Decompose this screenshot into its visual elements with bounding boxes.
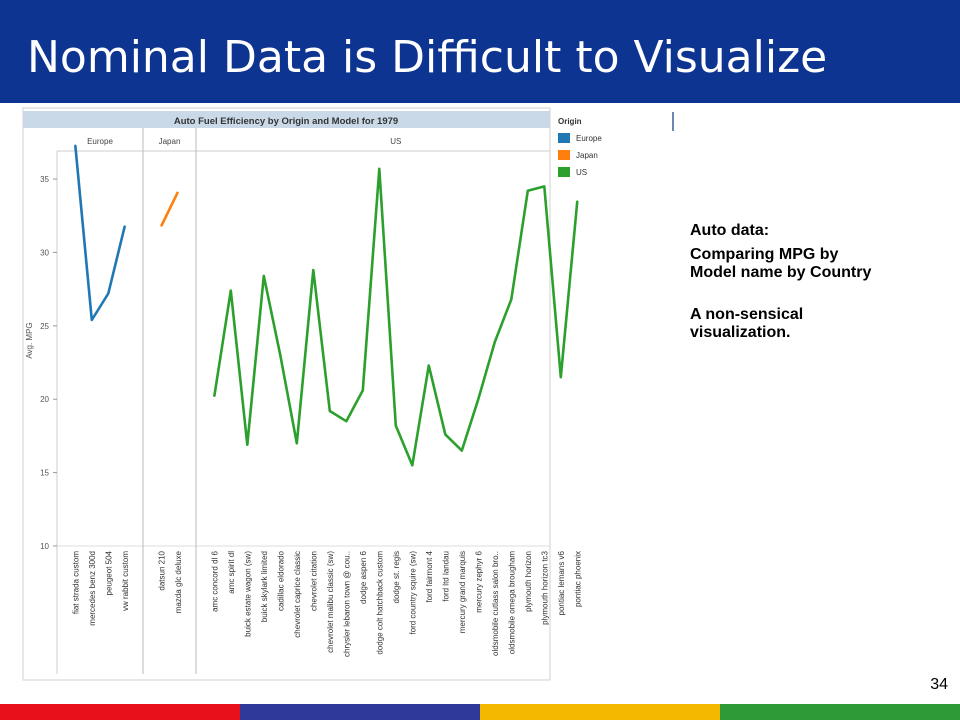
- data-point: [295, 442, 298, 445]
- data-point: [90, 319, 93, 321]
- data-point: [123, 225, 126, 227]
- data-point: [543, 185, 546, 188]
- x-tick-label: fiat strada custom: [71, 551, 80, 614]
- panel-header-europe: Europe: [87, 137, 113, 146]
- x-tick-label: chevrolet malibu classic (sw): [326, 551, 335, 653]
- y-tick-label: 35: [40, 175, 49, 184]
- series-line-japan: [160, 191, 179, 227]
- data-point: [576, 200, 579, 202]
- panel-header-japan: Japan: [159, 137, 181, 146]
- x-tick-label: amc spirit dl: [227, 551, 236, 594]
- data-point: [176, 191, 179, 194]
- data-point: [477, 398, 480, 401]
- x-tick-label: ford ltd landau: [441, 551, 450, 602]
- data-point: [160, 225, 163, 227]
- header-rule: [0, 103, 960, 105]
- note-line: A non-sensical visualization.: [690, 306, 804, 341]
- chart-title-bar: [23, 111, 550, 128]
- footer-segment: [480, 704, 720, 720]
- slide-header: Nominal Data is Difficult to Visualize: [0, 0, 960, 103]
- stray-mark: [672, 112, 674, 131]
- y-tick-label: 25: [40, 322, 49, 331]
- y-tick-label: 30: [40, 248, 49, 257]
- legend-label: US: [576, 168, 587, 177]
- x-tick-label: ford country squire (sw): [408, 551, 417, 635]
- slide-notes: Auto data: Comparing MPG by Model name b…: [690, 222, 880, 348]
- x-tick-label: mercury zephyr 6: [474, 550, 483, 612]
- x-tick-label: ford fairmont 4: [425, 550, 434, 602]
- data-point: [279, 354, 282, 356]
- legend: Origin Europe Japan US: [558, 117, 602, 177]
- x-tick-label: oldsmobile omega brougham: [507, 551, 516, 655]
- data-point: [444, 433, 447, 436]
- legend-label: Japan: [576, 151, 598, 160]
- y-tick-label: 20: [40, 395, 49, 404]
- data-point: [345, 420, 348, 423]
- slide-title: Nominal Data is Difficult to Visualize: [27, 32, 828, 83]
- data-point: [460, 449, 463, 452]
- x-tick-label: peugeot 504: [104, 550, 113, 595]
- x-tick-label: oldsmobile cutlass salon bro..: [491, 551, 500, 656]
- note-line: Comparing MPG by Model name by Country: [690, 246, 872, 281]
- legend-swatch: [558, 133, 570, 143]
- note-line: Auto data:: [690, 222, 770, 239]
- data-point: [526, 189, 529, 192]
- data-point: [328, 410, 331, 412]
- y-tick-label: 10: [40, 542, 49, 551]
- data-point: [493, 341, 496, 343]
- x-tick-label: chevrolet citation: [309, 551, 318, 611]
- x-tick-label: chrysler lebaron town @ cou..: [342, 551, 351, 657]
- x-tick-label: mazda glc deluxe: [174, 550, 183, 613]
- chart-title: Auto Fuel Efficiency by Origin and Model…: [174, 116, 398, 127]
- y-tick-label: 15: [40, 469, 49, 478]
- data-point: [312, 269, 315, 271]
- data-point: [107, 292, 110, 295]
- footer-segment: [240, 704, 480, 720]
- series-line-europe: [74, 145, 127, 322]
- data-point: [229, 289, 232, 292]
- chart: Auto Fuel Efficiency by Origin and Model…: [22, 107, 674, 681]
- data-point: [378, 167, 381, 170]
- data-point: [510, 298, 513, 301]
- legend-swatch: [558, 150, 570, 160]
- x-tick-label: dodge st. regis: [392, 551, 401, 603]
- footer-segment: [720, 704, 960, 720]
- data-point: [411, 464, 414, 467]
- x-tick-label: vw rabbit custom: [121, 551, 130, 611]
- data-point: [74, 144, 77, 147]
- footer-color-bar: [0, 704, 960, 720]
- x-tick-label: buick skylark limited: [260, 551, 269, 622]
- data-point: [394, 424, 397, 427]
- legend-swatch: [558, 167, 570, 177]
- x-tick-label: dodge colt hatchback custom: [375, 551, 384, 655]
- x-tick-label: chevrolet caprice classic: [293, 551, 302, 638]
- data-point: [361, 389, 364, 392]
- legend-title: Origin: [558, 117, 582, 126]
- data-point: [213, 395, 216, 398]
- x-tick-label: plymouth horizon tc3: [540, 550, 549, 624]
- panel-header-us: US: [390, 137, 401, 146]
- legend-label: Europe: [576, 134, 602, 143]
- x-tick-label: pontiac lemans v6: [557, 550, 566, 615]
- data-point: [262, 275, 265, 277]
- x-tick-label: pontiac phoenix: [573, 551, 582, 607]
- x-tick-label: mercedes benz 300d: [88, 551, 97, 626]
- x-tick-label: cadillac eldorado: [276, 550, 285, 611]
- y-axis-label: Avg. MPG: [25, 322, 34, 358]
- x-tick-label: plymouth horizon: [524, 551, 533, 612]
- x-tick-label: mercury grand marquis: [458, 551, 467, 633]
- x-tick-label: dodge aspen 6: [359, 550, 368, 603]
- x-tick-label: datsun 210: [157, 550, 166, 590]
- data-point: [559, 376, 562, 378]
- x-tick-label: buick estate wagon (sw): [243, 551, 252, 637]
- data-point: [246, 443, 249, 446]
- footer-segment: [0, 704, 240, 720]
- data-point: [427, 364, 430, 367]
- x-tick-label: amc concord dl 6: [210, 550, 219, 611]
- page-number: 34: [930, 676, 948, 693]
